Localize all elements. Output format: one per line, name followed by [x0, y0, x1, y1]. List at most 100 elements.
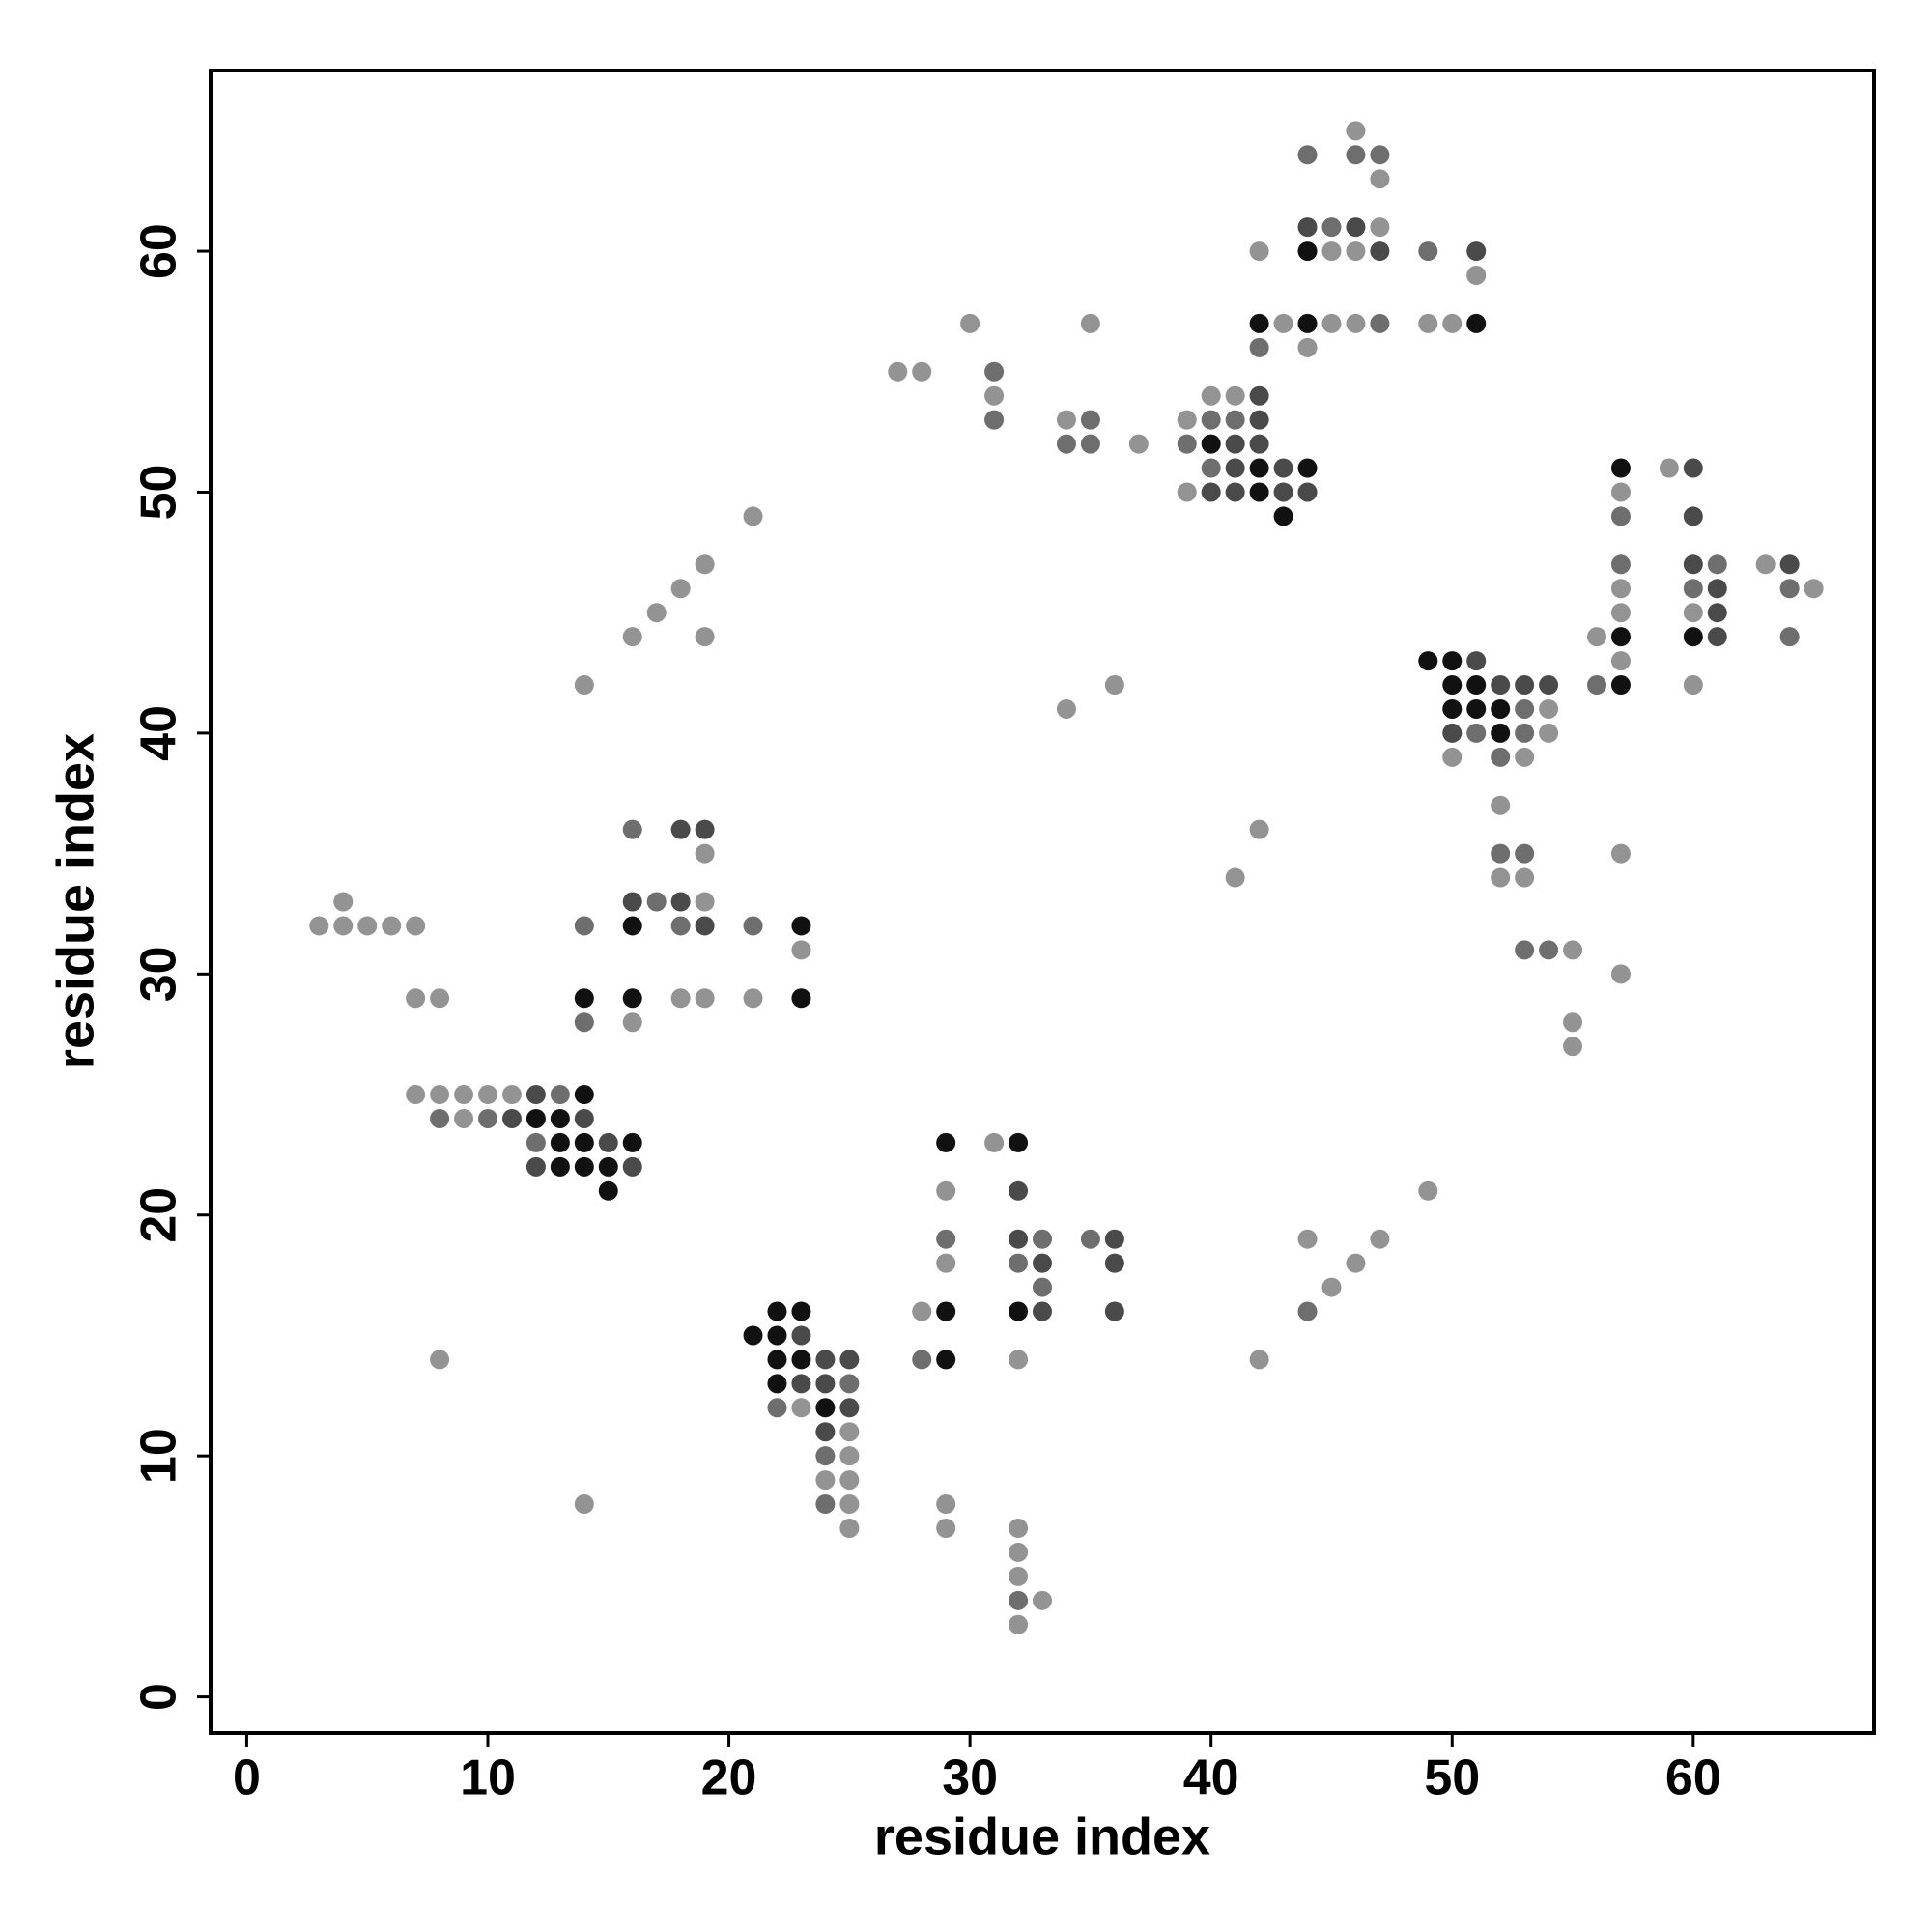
- point: [791, 1374, 811, 1394]
- point: [646, 603, 667, 623]
- point: [695, 843, 715, 864]
- point: [815, 1374, 836, 1394]
- x-tick-label: 0: [233, 1750, 261, 1806]
- point: [1418, 242, 1438, 262]
- point: [550, 1132, 570, 1152]
- x-tick-label: 10: [460, 1750, 516, 1806]
- x-tick-label: 50: [1424, 1750, 1480, 1806]
- point: [1009, 1229, 1029, 1249]
- point: [1201, 458, 1221, 478]
- point: [1539, 698, 1559, 719]
- point: [1321, 1277, 1342, 1297]
- point: [1491, 723, 1511, 743]
- point: [1466, 266, 1487, 286]
- point: [984, 361, 1005, 382]
- point: [1104, 1253, 1124, 1273]
- x-tick-label: 30: [942, 1750, 998, 1806]
- point: [791, 1350, 811, 1370]
- point: [478, 1108, 497, 1128]
- point: [1610, 458, 1631, 478]
- point: [1177, 482, 1197, 502]
- y-tick-label: 30: [131, 946, 187, 1002]
- point: [598, 1132, 618, 1152]
- y-tick-label: 50: [131, 465, 187, 521]
- point: [574, 988, 594, 1009]
- point: [1273, 313, 1293, 333]
- point: [1033, 1590, 1052, 1610]
- point: [1418, 313, 1438, 333]
- point: [1442, 723, 1463, 743]
- point: [839, 1470, 860, 1491]
- point: [1009, 1253, 1029, 1273]
- x-tick-label: 60: [1665, 1750, 1721, 1806]
- point: [839, 1518, 860, 1538]
- point: [695, 627, 715, 647]
- point: [1009, 1590, 1029, 1610]
- point: [501, 1085, 522, 1105]
- point: [670, 916, 691, 936]
- point: [430, 1350, 450, 1370]
- point: [936, 1494, 956, 1515]
- point: [1707, 579, 1727, 599]
- point: [1515, 843, 1535, 864]
- point: [598, 1156, 618, 1177]
- point: [695, 916, 715, 936]
- point: [1297, 313, 1318, 333]
- point: [791, 988, 811, 1009]
- point: [1491, 698, 1511, 719]
- point: [1610, 603, 1631, 623]
- point: [1610, 675, 1631, 696]
- point: [815, 1470, 836, 1491]
- point: [1177, 434, 1197, 454]
- point: [1683, 675, 1703, 696]
- point: [1755, 554, 1776, 575]
- point: [1491, 843, 1511, 864]
- point: [1249, 434, 1269, 454]
- point: [1563, 1012, 1583, 1033]
- point: [767, 1374, 787, 1394]
- point: [1491, 867, 1511, 888]
- point: [1080, 1229, 1100, 1249]
- point: [1225, 482, 1245, 502]
- point: [574, 1085, 594, 1105]
- point: [839, 1422, 860, 1442]
- point: [574, 1132, 594, 1152]
- point: [1515, 940, 1535, 960]
- point: [670, 892, 691, 912]
- point: [1080, 434, 1100, 454]
- point: [1056, 434, 1076, 454]
- point: [1128, 434, 1149, 454]
- point: [743, 506, 763, 526]
- point: [333, 916, 354, 936]
- point: [743, 1325, 763, 1346]
- point: [767, 1325, 787, 1346]
- point: [1297, 1229, 1318, 1249]
- point: [960, 313, 980, 333]
- point: [1297, 458, 1318, 478]
- point: [912, 1350, 932, 1370]
- point: [695, 892, 715, 912]
- point: [1587, 675, 1606, 696]
- point: [1297, 217, 1318, 238]
- point: [695, 988, 715, 1009]
- point: [1273, 458, 1293, 478]
- point: [1201, 385, 1221, 406]
- point: [1321, 313, 1342, 333]
- point: [1080, 410, 1100, 430]
- point: [550, 1085, 570, 1105]
- point: [1610, 627, 1631, 647]
- point: [1056, 698, 1076, 719]
- point: [1033, 1229, 1052, 1249]
- point: [1539, 940, 1559, 960]
- point: [406, 988, 426, 1009]
- point: [1563, 1037, 1583, 1057]
- point: [1201, 434, 1221, 454]
- y-axis-title: residue index: [46, 733, 104, 1069]
- point: [406, 1085, 426, 1105]
- point: [357, 916, 378, 936]
- point: [1009, 1518, 1029, 1538]
- point: [1610, 964, 1631, 984]
- point: [1009, 1301, 1029, 1321]
- point: [622, 988, 642, 1009]
